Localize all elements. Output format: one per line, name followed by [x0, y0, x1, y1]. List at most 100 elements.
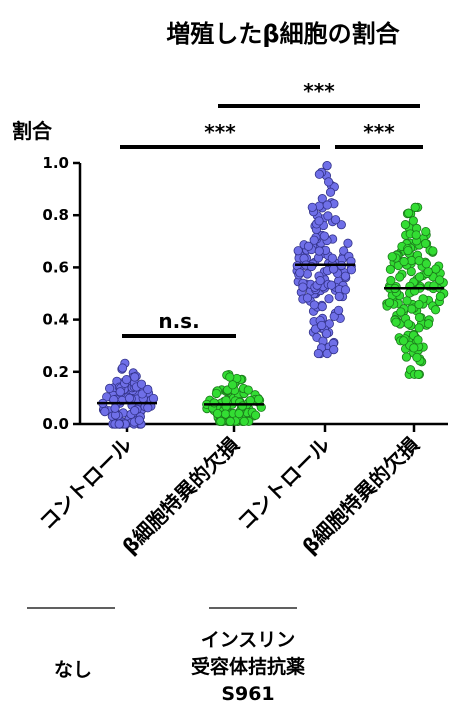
data-point: [403, 245, 413, 256]
y-tick-label: 1.0: [42, 154, 69, 172]
data-point: [115, 387, 125, 397]
data-point: [400, 220, 411, 230]
data-point: [317, 194, 327, 204]
data-point: [322, 200, 332, 210]
data-point: [415, 272, 425, 282]
data-point: [117, 363, 128, 373]
data-point: [295, 268, 305, 278]
data-point: [329, 345, 339, 355]
group-label-line: インスリン: [201, 629, 296, 651]
data-point: [327, 253, 337, 263]
data-point: [211, 388, 222, 399]
significance-label: ***: [363, 120, 395, 144]
data-point: [340, 271, 351, 281]
data-point: [326, 280, 337, 290]
data-point: [307, 202, 317, 212]
data-point: [110, 403, 120, 413]
data-point: [391, 317, 401, 327]
data-point: [423, 266, 433, 277]
data-point: [340, 285, 351, 295]
data-point: [148, 393, 159, 404]
data-point: [384, 298, 395, 308]
data-point: [324, 294, 334, 304]
data-point: [386, 275, 396, 286]
significance-label: n.s.: [158, 309, 199, 333]
data-point: [216, 416, 226, 426]
data-point: [313, 348, 323, 359]
data-point: [403, 319, 413, 329]
data-point: [136, 379, 147, 389]
significance-label: ***: [303, 79, 335, 103]
group-labels: なし インスリン受容体拮抗薬 S961: [27, 607, 305, 705]
data-point: [408, 216, 418, 226]
category-label: β細胞特異的欠損: [117, 432, 244, 559]
group-label-line: 受容体拮抗薬: [191, 655, 305, 678]
y-tick-label: 0.8: [42, 206, 69, 224]
data-point: [302, 269, 312, 279]
data-point: [414, 323, 424, 333]
significance-label: ***: [204, 120, 236, 144]
data-point: [322, 161, 332, 171]
data-point: [420, 238, 431, 249]
data-point: [323, 177, 334, 187]
data-point: [243, 385, 253, 395]
data-point: [343, 238, 353, 248]
data-point: [130, 406, 140, 416]
data-point: [317, 320, 327, 331]
data-point: [435, 275, 445, 285]
data-point: [328, 264, 339, 274]
data-point: [331, 215, 341, 225]
data-point: [225, 416, 235, 426]
data-point: [414, 299, 424, 310]
data-point: [385, 264, 395, 275]
data-point: [421, 226, 431, 237]
data-point: [237, 401, 247, 411]
y-tick-label: 0.0: [42, 415, 69, 433]
y-tick-label: 0.2: [42, 363, 69, 381]
data-point: [428, 246, 438, 256]
y-tick-label: 0.6: [42, 258, 69, 276]
data-point: [334, 305, 344, 315]
chart-title: 増殖したβ細胞の割合: [166, 20, 400, 48]
category-label: コントロール: [35, 433, 137, 535]
data-point: [114, 419, 124, 429]
group-label-none: なし: [54, 659, 92, 681]
data-point: [100, 407, 110, 417]
data-point: [309, 235, 319, 245]
data-point: [234, 408, 244, 419]
data-point: [319, 231, 330, 241]
group-label-line: S961: [221, 683, 274, 705]
y-tick-label: 0.4: [42, 311, 69, 329]
data-point: [314, 169, 324, 179]
data-point: [317, 302, 327, 312]
data-point: [212, 409, 223, 419]
data-point: [398, 336, 409, 346]
data-point: [431, 264, 441, 274]
data-point: [254, 394, 264, 404]
data-point: [225, 372, 235, 382]
data-point: [412, 352, 422, 362]
data-point: [406, 266, 416, 277]
data-point: [421, 259, 431, 269]
data-point: [298, 282, 308, 292]
data-point: [423, 319, 434, 329]
data-point: [411, 230, 421, 240]
data-point: [409, 343, 419, 353]
data-point: [314, 216, 324, 226]
data-point: [402, 296, 412, 306]
data-point: [321, 329, 332, 339]
data-point: [314, 246, 324, 256]
data-point: [121, 374, 132, 385]
data-point: [413, 369, 423, 380]
data-point: [334, 291, 344, 302]
data-point: [134, 415, 144, 425]
data-point: [209, 398, 219, 408]
data-point: [239, 416, 249, 426]
data-point: [143, 384, 153, 395]
data-point: [315, 276, 325, 286]
data-point: [336, 220, 346, 230]
data-point: [435, 291, 445, 302]
data-point: [399, 256, 409, 267]
